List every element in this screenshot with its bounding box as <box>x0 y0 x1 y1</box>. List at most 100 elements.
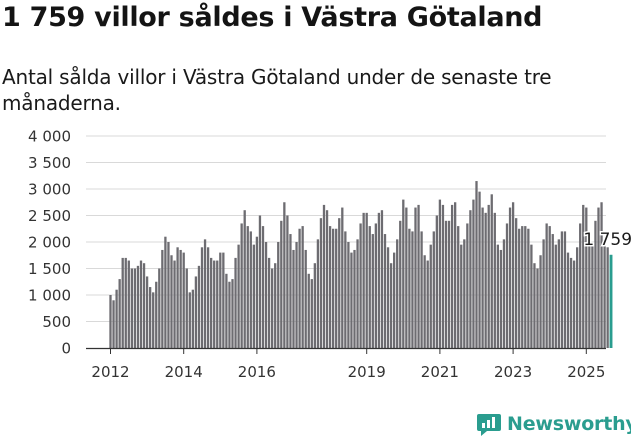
bar <box>414 207 417 348</box>
bar <box>179 249 182 348</box>
bar <box>493 212 496 348</box>
y-tick-label: 1 000 <box>28 287 71 305</box>
bar <box>539 255 542 348</box>
bar <box>213 260 216 348</box>
bar <box>136 265 140 348</box>
bar <box>197 265 201 348</box>
bar <box>322 204 326 348</box>
bar <box>435 215 438 348</box>
bar <box>380 210 384 348</box>
bar <box>402 199 405 348</box>
bar <box>341 207 344 348</box>
bar <box>588 236 591 348</box>
bar <box>365 212 368 348</box>
bar <box>182 252 185 348</box>
bar <box>426 260 429 348</box>
latest-value-label: 1 759 <box>583 230 631 250</box>
bar <box>185 268 188 348</box>
bar <box>139 260 143 348</box>
bar <box>307 273 310 348</box>
bar <box>249 231 252 348</box>
bar <box>118 279 121 348</box>
bar <box>475 181 478 348</box>
bar <box>158 268 161 348</box>
bar <box>576 247 579 348</box>
bar <box>472 199 475 348</box>
bar <box>603 242 606 348</box>
bar <box>386 247 390 348</box>
x-tick-label: 2014 <box>165 363 203 381</box>
bar <box>460 244 463 348</box>
bar <box>298 228 301 348</box>
bar <box>255 236 259 348</box>
x-tick-label: 2021 <box>421 363 459 381</box>
bar <box>310 279 313 348</box>
bar <box>194 276 198 348</box>
bar <box>356 239 359 348</box>
bar <box>591 242 594 348</box>
bar <box>127 260 130 348</box>
bar <box>176 247 179 348</box>
bar <box>277 242 280 348</box>
bar <box>258 215 262 348</box>
bar <box>374 223 377 348</box>
y-tick-label: 3 500 <box>28 154 71 172</box>
bar <box>557 239 560 348</box>
bar <box>240 223 243 348</box>
bar <box>167 242 170 348</box>
bar <box>551 234 554 348</box>
bar <box>569 257 573 348</box>
bar <box>228 281 231 348</box>
bar <box>210 257 213 348</box>
bar <box>362 212 365 348</box>
bar <box>353 249 356 348</box>
x-tick-label: 2023 <box>494 363 532 381</box>
bar <box>396 239 399 348</box>
bar <box>316 239 320 348</box>
bar <box>420 231 423 348</box>
bar <box>408 228 411 348</box>
bar <box>423 255 426 348</box>
bar <box>121 257 124 348</box>
bar <box>325 210 329 348</box>
bar <box>206 247 210 348</box>
bar <box>496 244 499 348</box>
bar <box>155 281 158 348</box>
bar <box>368 226 371 348</box>
bar <box>267 257 271 348</box>
x-tick-label: 2016 <box>238 363 276 381</box>
bar <box>130 268 133 348</box>
y-tick-label: 3 000 <box>28 181 71 199</box>
bar <box>200 247 204 348</box>
bar <box>399 220 402 348</box>
bar <box>252 244 255 348</box>
bar-chart: 0 500 1 000 1 500 2 000 2 500 3 000 3 500 4 000 2… <box>28 128 631 382</box>
axes <box>86 347 606 354</box>
bar <box>521 226 524 348</box>
bar <box>347 242 350 348</box>
bar <box>457 226 460 348</box>
bar <box>371 234 374 348</box>
bar <box>335 228 338 348</box>
bar <box>502 239 506 348</box>
bar <box>441 204 445 348</box>
bar <box>115 289 118 348</box>
bar <box>383 234 387 348</box>
x-tick-label: 2019 <box>348 363 386 381</box>
bar <box>237 244 240 348</box>
bar <box>447 220 451 348</box>
bar <box>518 228 521 348</box>
bar <box>511 202 515 348</box>
brand-logo: Newsworthy <box>476 409 631 439</box>
bar <box>219 252 222 348</box>
bar <box>585 207 588 348</box>
bar <box>505 223 509 348</box>
bar <box>579 223 582 348</box>
bar <box>145 276 149 348</box>
bar <box>429 244 432 348</box>
bar <box>548 226 551 348</box>
bar <box>560 231 564 348</box>
bar <box>563 231 567 348</box>
bar <box>152 292 155 348</box>
newsworthy-logo-icon <box>477 414 501 436</box>
